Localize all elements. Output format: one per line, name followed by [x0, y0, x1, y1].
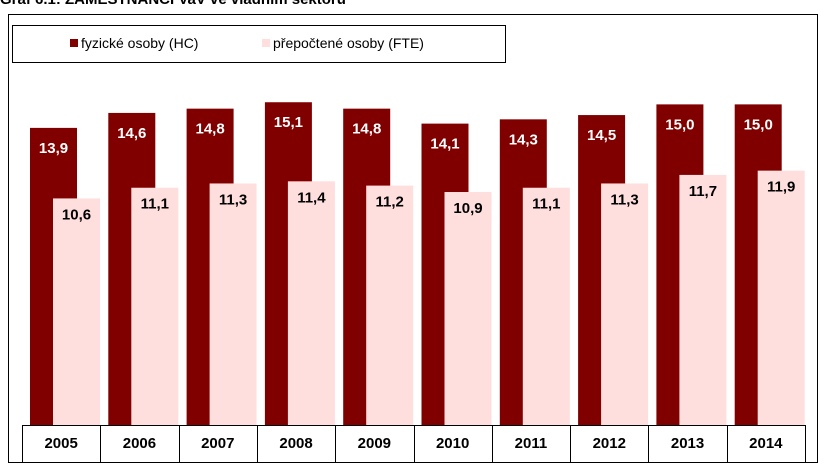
bar — [522, 187, 570, 425]
bar — [287, 181, 335, 425]
data-label: 10,6 — [62, 206, 91, 223]
chart-title: Graf 6.1: ZAMĚSTNANCI VaV ve vládním sek… — [0, 0, 346, 8]
data-label: 14,8 — [195, 121, 224, 138]
bar — [131, 187, 179, 425]
x-tick-label: 2009 — [358, 435, 391, 452]
x-tick-label: 2014 — [749, 435, 783, 452]
legend-label: přepočtené osoby (FTE) — [273, 35, 424, 51]
data-label: 11,7 — [689, 183, 717, 200]
data-label: 14,1 — [430, 136, 459, 153]
bar — [53, 198, 100, 425]
data-label: 13,9 — [39, 140, 68, 157]
legend-label: fyzické osoby (HC) — [81, 35, 198, 51]
legend-swatch — [70, 39, 78, 47]
bar — [601, 183, 649, 425]
bar — [757, 170, 805, 425]
bar — [679, 174, 727, 425]
data-label: 11,2 — [376, 194, 404, 211]
data-label: 11,4 — [297, 189, 326, 206]
x-tick-label: 2013 — [671, 435, 704, 452]
bar — [366, 185, 414, 425]
data-label: 15,0 — [665, 116, 694, 133]
x-tick-label: 2006 — [123, 435, 156, 452]
x-tick-label: 2007 — [201, 435, 234, 452]
x-tick-label: 2008 — [279, 435, 312, 452]
data-label: 15,1 — [274, 114, 303, 131]
data-label: 15,0 — [744, 116, 773, 133]
x-tick-label: 2005 — [44, 435, 77, 452]
data-label: 14,8 — [352, 121, 381, 138]
legend-box — [12, 25, 506, 63]
data-label: 14,3 — [509, 131, 538, 148]
x-tick-label: 2011 — [515, 435, 548, 452]
data-label: 11,1 — [532, 196, 560, 213]
data-label: 11,1 — [141, 196, 169, 213]
data-label: 11,3 — [219, 191, 247, 208]
legend-swatch — [262, 39, 270, 47]
data-label: 14,5 — [587, 127, 616, 144]
data-label: 11,3 — [610, 191, 638, 208]
data-label: 11,9 — [767, 179, 795, 196]
x-tick-label: 2012 — [593, 435, 626, 452]
x-tick-label: 2010 — [436, 435, 469, 452]
data-label: 10,9 — [453, 200, 482, 217]
bar — [444, 192, 492, 425]
bar — [209, 183, 257, 425]
data-label: 14,6 — [117, 125, 146, 142]
